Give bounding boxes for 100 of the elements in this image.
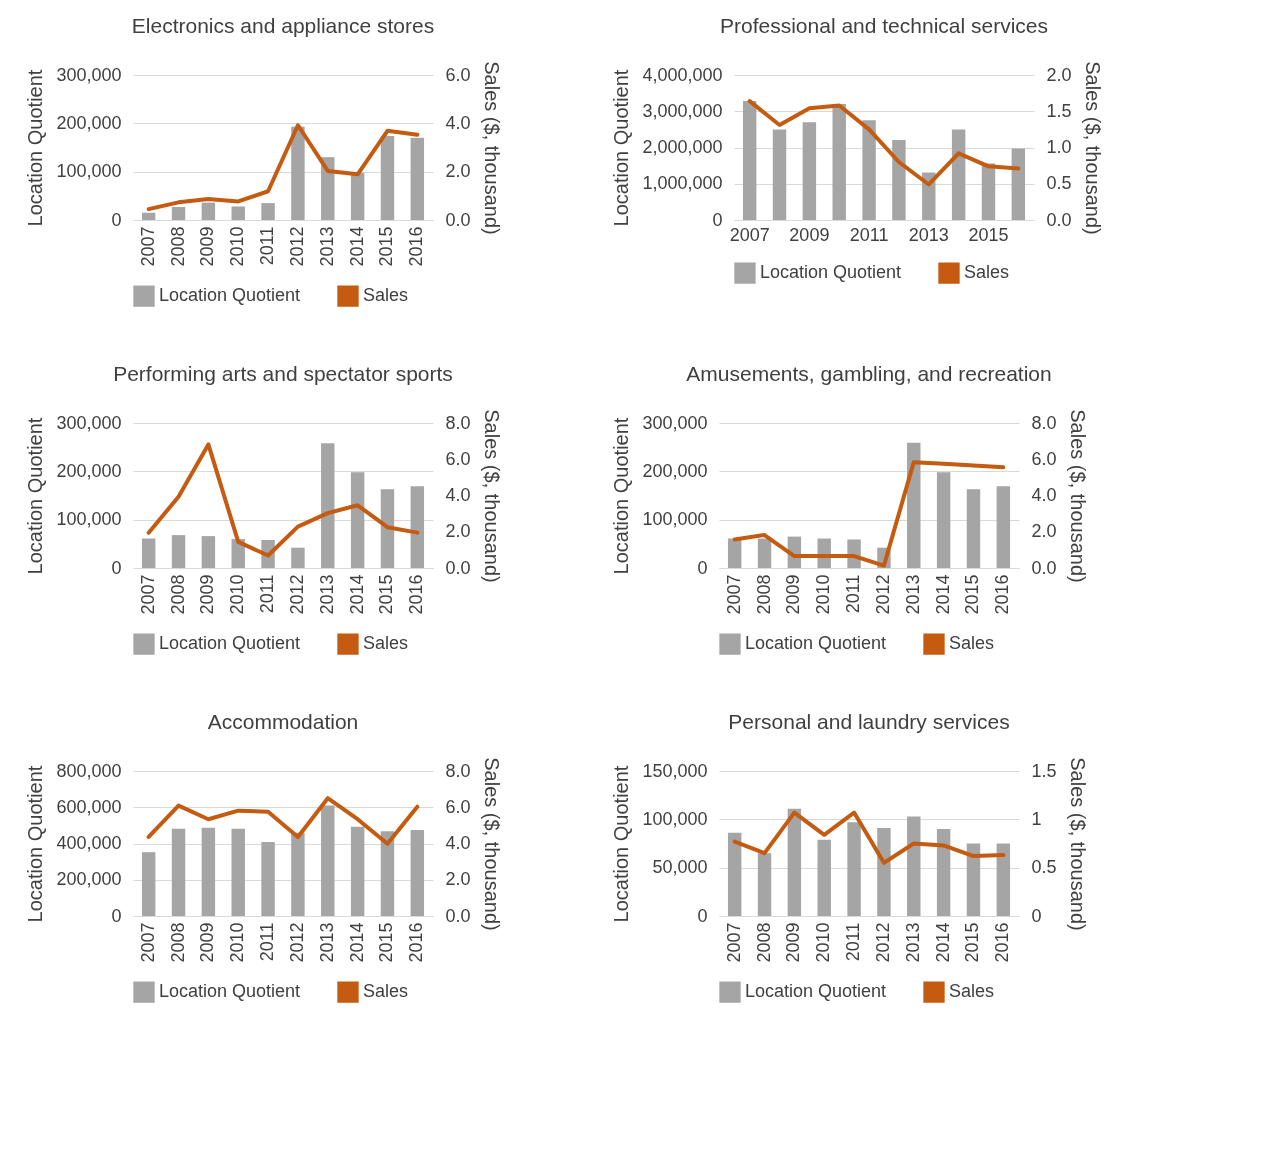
y2-tick-label: 4.0 [445, 112, 471, 133]
x-tick-label: 2011 [843, 574, 864, 614]
x-tick-label: 2016 [406, 922, 427, 963]
x-tick-label: 2015 [376, 574, 397, 615]
y2-axis-title: Sales ($, thousand) [1066, 409, 1089, 583]
y-tick-label: 200,000 [56, 112, 122, 133]
y-tick-label: 0 [111, 209, 122, 230]
y2-tick-label: 6.0 [445, 448, 471, 469]
y-axis-title: Location Quotient [24, 417, 47, 575]
x-tick-label: 2008 [753, 574, 774, 615]
y2-tick-label: 1.5 [1031, 760, 1057, 781]
bar [862, 120, 876, 220]
line-series [732, 810, 1006, 865]
x-tick-label: 2015 [376, 922, 397, 963]
y-tick-label: 0 [111, 557, 122, 578]
x-tick-label: 2014 [932, 574, 953, 615]
bar [231, 828, 245, 916]
x-tick-label: 2011 [849, 224, 889, 245]
bar [350, 172, 365, 220]
chart-title: Accommodation [207, 709, 359, 733]
x-tick-label: 2007 [723, 574, 744, 615]
x-tick-label: 2012 [872, 922, 893, 963]
bar [847, 822, 861, 916]
bar [171, 535, 186, 568]
x-tick-label: 2010 [227, 922, 248, 963]
legend-label: Sales [964, 262, 1010, 283]
y-tick-label: 200,000 [642, 460, 708, 481]
y2-tick-label: 6.0 [445, 64, 471, 85]
line-series [146, 442, 420, 558]
y-tick-label: 100,000 [56, 509, 122, 530]
line-series [747, 99, 1021, 187]
bar [261, 203, 275, 220]
y2-tick-label: 4.0 [445, 485, 471, 505]
bar [727, 832, 742, 916]
bar [757, 853, 772, 916]
line-series [146, 123, 420, 212]
x-tick-label: 2016 [992, 574, 1013, 615]
y-tick-label: 400,000 [56, 833, 122, 853]
x-tick-label: 2016 [992, 922, 1013, 963]
y-tick-label: 1,000,000 [642, 173, 723, 194]
legend-label: Sales [363, 981, 409, 1002]
x-tick-label: 2009 [783, 922, 804, 963]
bar [380, 831, 395, 916]
x-tick-label: 2016 [406, 574, 427, 615]
bar [171, 206, 186, 220]
x-tick-label: 2015 [376, 226, 397, 267]
bar [1011, 148, 1026, 220]
x-tick-label: 2013 [316, 574, 337, 615]
x-tick-label: 2012 [286, 226, 307, 267]
y-axis-title: Location Quotient [610, 765, 633, 923]
bar [321, 805, 335, 916]
y2-tick-label: 8.0 [1031, 412, 1057, 433]
x-tick-label: 2013 [908, 224, 949, 245]
x-tick-label: 2007 [137, 226, 158, 267]
line-series [732, 460, 1006, 568]
x-tick-label: 2013 [316, 922, 337, 963]
y2-tick-label: 4.0 [1031, 485, 1057, 505]
legend-label: Sales [949, 981, 995, 1002]
bar [817, 839, 831, 916]
y-tick-label: 200,000 [56, 460, 122, 481]
x-tick-label: 2008 [167, 574, 188, 615]
chart-title: Electronics and appliance stores [131, 13, 435, 37]
y2-tick-label: 0.5 [1046, 173, 1072, 194]
legend-label: Sales [949, 633, 995, 654]
y2-tick-label: 2.0 [445, 869, 471, 890]
y-tick-label: 300,000 [642, 412, 708, 433]
y-tick-label: 300,000 [56, 64, 122, 85]
legend-label: Sales [363, 285, 409, 306]
legend-label: Location Quotient [159, 633, 301, 654]
y2-tick-label: 0.0 [445, 209, 471, 230]
y2-tick-label: 0 [1031, 905, 1042, 926]
bar [966, 843, 981, 916]
x-tick-label: 2015 [962, 922, 983, 963]
x-tick-label: 2007 [729, 224, 770, 245]
y2-tick-label: 4.0 [445, 833, 471, 853]
bar [996, 843, 1011, 916]
y-tick-label: 4,000,000 [642, 64, 723, 85]
y2-tick-label: 0.0 [445, 557, 471, 578]
bar [907, 816, 921, 916]
bar [757, 538, 772, 568]
y-tick-label: 0 [712, 209, 723, 230]
x-tick-label: 2015 [968, 224, 1009, 245]
y-tick-label: 50,000 [652, 857, 708, 878]
x-tick-label: 2007 [723, 922, 744, 963]
y2-tick-label: 2.0 [445, 161, 471, 182]
x-tick-label: 2015 [962, 574, 983, 615]
legend-label: Location Quotient [745, 981, 887, 1002]
y-tick-label: 600,000 [56, 796, 122, 817]
x-tick-label: 2014 [346, 226, 367, 267]
y-tick-label: 100,000 [56, 161, 122, 182]
x-tick-label: 2013 [902, 574, 923, 615]
bar [321, 443, 335, 568]
bar [141, 852, 156, 916]
line-series [146, 796, 420, 846]
x-tick-label: 2009 [197, 574, 218, 615]
x-tick-label: 2008 [167, 226, 188, 267]
x-tick-label: 2016 [406, 226, 427, 267]
y-tick-label: 200,000 [56, 869, 122, 890]
y2-tick-label: 2.0 [1031, 521, 1057, 542]
x-tick-label: 2010 [813, 574, 834, 615]
